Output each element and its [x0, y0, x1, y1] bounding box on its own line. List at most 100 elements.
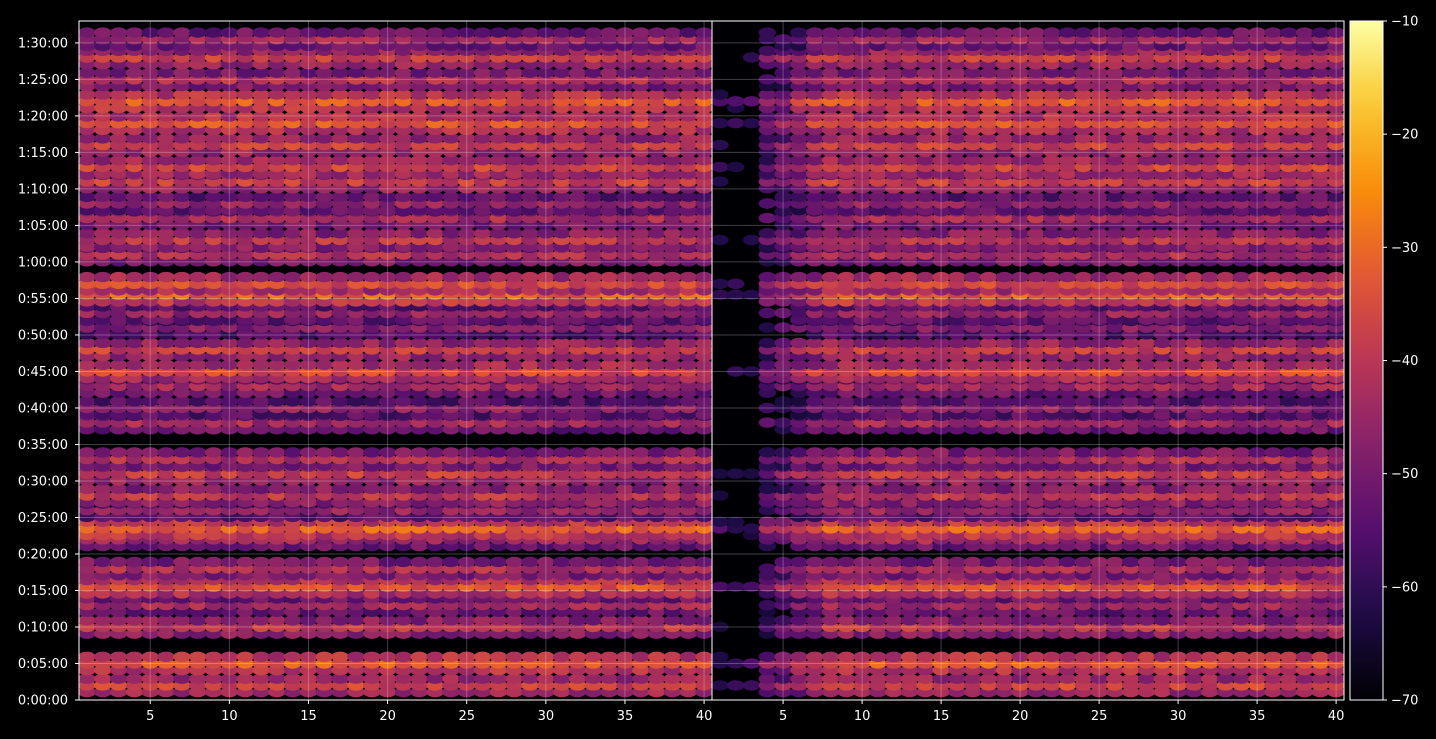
heatmap-cell — [695, 483, 712, 495]
heatmap-cell — [315, 556, 333, 568]
heatmap-cell — [204, 556, 223, 568]
heatmap-cell — [1216, 673, 1235, 684]
heatmap-cell — [979, 651, 998, 662]
heatmap-cell — [236, 228, 254, 239]
heatmap-cell — [663, 133, 682, 144]
heatmap-cell — [363, 271, 381, 283]
heatmap-cell — [173, 483, 191, 495]
heatmap-cell — [141, 673, 159, 684]
heatmap-cell — [568, 359, 587, 370]
heatmap-cell — [442, 271, 460, 283]
heatmap-cell — [141, 651, 159, 662]
heatmap-cell — [331, 89, 349, 100]
heatmap-cell — [473, 396, 492, 407]
heatmap-cell — [157, 133, 175, 144]
heatmap-cell — [742, 680, 761, 691]
heatmap-cell — [695, 556, 712, 568]
heatmap-cell — [1137, 673, 1156, 684]
heatmap-cell — [521, 651, 539, 662]
heatmap-cell — [537, 228, 555, 239]
heatmap-cell — [1169, 615, 1187, 626]
heatmap-cell — [347, 651, 365, 662]
heatmap-cell — [363, 359, 381, 370]
heatmap-cell — [394, 483, 413, 495]
heatmap-cell — [505, 27, 523, 38]
heatmap-cell — [489, 27, 508, 38]
heatmap-cell — [774, 651, 792, 662]
heatmap-cell — [647, 556, 666, 568]
heatmap-cell — [616, 155, 634, 166]
heatmap-cell — [189, 483, 207, 495]
heatmap-cell — [473, 27, 492, 38]
heatmap-cell — [727, 516, 745, 527]
heatmap-cell — [774, 516, 792, 527]
heatmap-cell — [537, 651, 555, 662]
heatmap-cell — [568, 337, 587, 349]
heatmap-cell — [442, 111, 460, 122]
heatmap-cell — [679, 155, 697, 166]
heatmap-cell — [473, 359, 492, 370]
heatmap-cell — [584, 447, 602, 458]
heatmap-cell — [1153, 556, 1172, 568]
heatmap-cell — [363, 155, 381, 166]
heatmap-cell — [236, 89, 254, 100]
heatmap-cell — [521, 67, 539, 78]
heatmap-cell — [347, 67, 365, 78]
heatmap-cell — [378, 67, 397, 78]
heatmap-cell — [125, 155, 144, 166]
heatmap-cell — [616, 615, 634, 626]
heatmap-cell — [378, 396, 397, 407]
heatmap-cell — [236, 556, 254, 568]
heatmap-cell — [1280, 615, 1298, 626]
heatmap-cell — [885, 615, 903, 626]
heatmap-cell — [141, 447, 159, 458]
heatmap-cell — [283, 89, 302, 100]
heatmap-cell — [505, 191, 523, 202]
heatmap-cell — [473, 651, 492, 662]
heatmap-cell — [537, 133, 555, 144]
heatmap-cell — [1169, 673, 1187, 684]
heatmap-cell — [363, 673, 381, 684]
heatmap-cell — [1248, 673, 1266, 684]
heatmap-cell — [363, 228, 381, 239]
heatmap-cell — [141, 27, 159, 38]
heatmap-cell — [204, 67, 223, 78]
heatmap-cell — [806, 673, 824, 684]
heatmap-cell — [489, 89, 508, 100]
heatmap-cell — [600, 89, 618, 100]
heatmap-cell — [869, 651, 887, 662]
heatmap-cell — [600, 651, 618, 662]
heatmap-cell — [821, 615, 840, 626]
heatmap-cell — [632, 67, 650, 78]
heatmap-cell — [378, 155, 397, 166]
heatmap-cell — [79, 447, 96, 458]
heatmap-cell — [125, 271, 144, 283]
heatmap-cell — [125, 67, 144, 78]
heatmap-cell — [584, 191, 602, 202]
heatmap-cell — [268, 271, 286, 283]
heatmap-cell — [79, 483, 96, 495]
heatmap-cell — [189, 556, 207, 568]
heatmap-cell — [331, 67, 349, 78]
heatmap-cell — [679, 673, 697, 684]
heatmap-cell — [125, 651, 144, 662]
heatmap-cell — [157, 359, 175, 370]
heatmap-cell — [315, 155, 333, 166]
heatmap-cell — [315, 228, 333, 239]
heatmap-cell — [695, 89, 712, 100]
heatmap-cell — [568, 89, 587, 100]
heatmap-cell — [347, 359, 365, 370]
heatmap-cell — [521, 89, 539, 100]
heatmap-cell — [268, 155, 286, 166]
heatmap-cell — [979, 673, 998, 684]
heatmap-cell — [347, 271, 365, 283]
heatmap-cell — [394, 191, 413, 202]
heatmap-cell — [204, 447, 223, 458]
heatmap-cell — [252, 133, 270, 144]
heatmap-cell — [553, 191, 571, 202]
heatmap-cell — [521, 228, 539, 239]
heatmap-cell — [458, 191, 476, 202]
heatmap-cell — [663, 27, 682, 38]
heatmap-cell — [378, 27, 397, 38]
heatmap-cell — [252, 111, 270, 122]
